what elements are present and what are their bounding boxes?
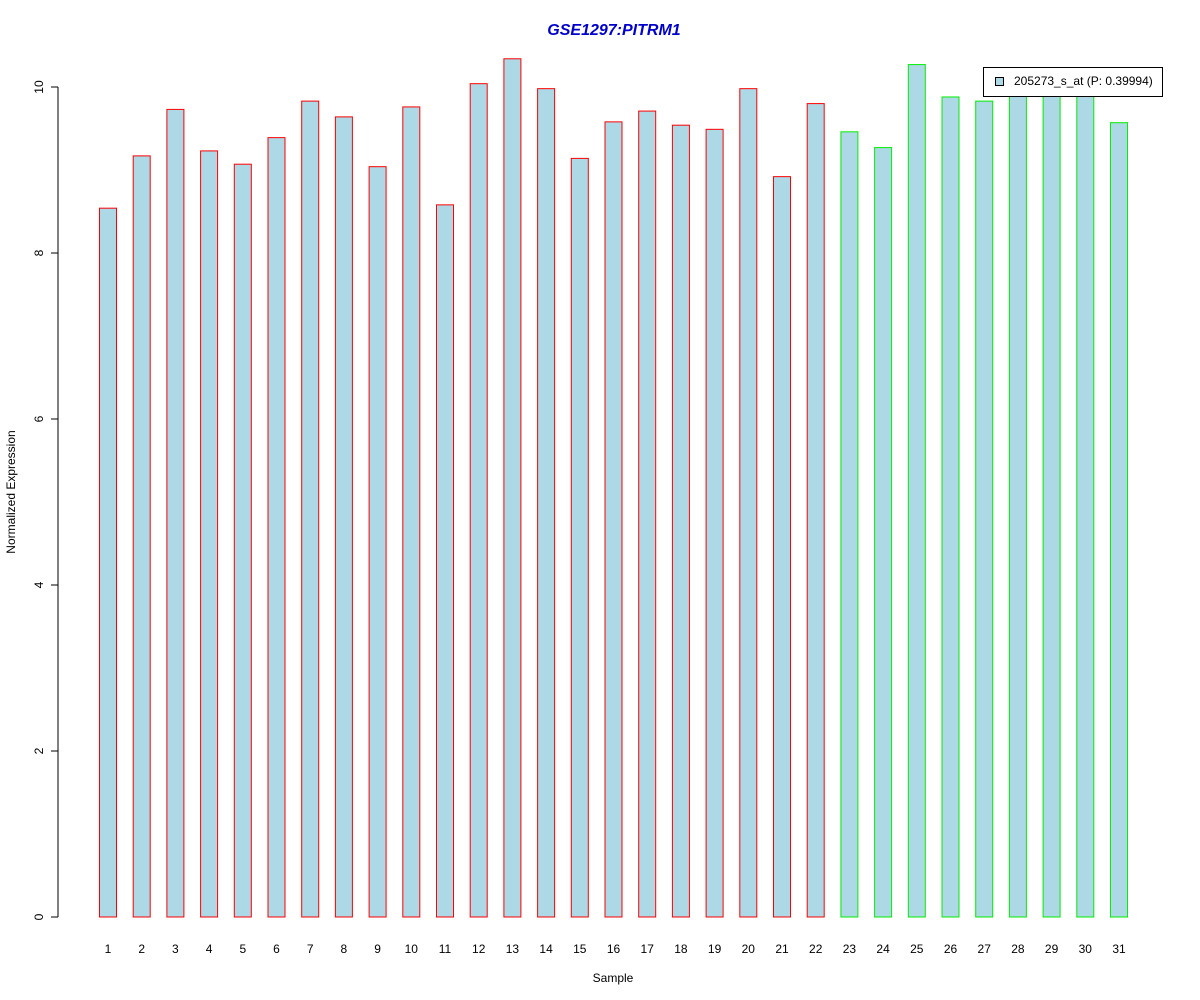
bar xyxy=(267,137,286,918)
y-tick-label: 6 xyxy=(32,415,46,422)
x-tick-label: 6 xyxy=(273,942,280,956)
bar xyxy=(469,83,488,918)
x-tick-label: 13 xyxy=(506,942,520,956)
y-tick-label: 2 xyxy=(32,747,46,754)
x-tick-label: 30 xyxy=(1079,942,1093,956)
bar xyxy=(334,116,353,918)
x-tick-label: 29 xyxy=(1045,942,1059,956)
x-tick-label: 7 xyxy=(307,942,314,956)
bar xyxy=(301,100,320,918)
x-tick-label: 18 xyxy=(674,942,688,956)
x-tick-label: 2 xyxy=(138,942,145,956)
bar xyxy=(773,176,791,918)
x-tick-label: 31 xyxy=(1112,942,1126,956)
x-tick-label: 11 xyxy=(439,942,452,956)
x-tick-label: 3 xyxy=(172,942,179,956)
bar xyxy=(233,163,252,918)
x-tick-label: 16 xyxy=(607,942,621,956)
bar xyxy=(570,157,589,918)
x-tick-label: 14 xyxy=(539,942,553,956)
bar xyxy=(436,204,454,918)
bar xyxy=(671,124,690,918)
x-tick-label: 25 xyxy=(910,942,924,956)
legend-swatch xyxy=(995,77,1004,86)
bar xyxy=(503,58,522,918)
x-tick-label: 26 xyxy=(944,942,958,956)
x-tick-label: 17 xyxy=(641,942,655,956)
x-tick-label: 12 xyxy=(472,942,486,956)
x-tick-label: 5 xyxy=(239,942,246,956)
bar xyxy=(806,103,825,918)
legend-box xyxy=(983,67,1163,97)
bar xyxy=(1042,92,1061,918)
y-tick-label: 10 xyxy=(32,80,46,94)
bar xyxy=(941,96,960,918)
x-tick-label: 21 xyxy=(775,942,789,956)
bar xyxy=(402,106,421,918)
x-tick-label: 10 xyxy=(405,942,419,956)
bar xyxy=(874,147,893,918)
bar xyxy=(975,100,994,918)
x-tick-label: 23 xyxy=(843,942,857,956)
bar xyxy=(1110,122,1128,918)
bar xyxy=(739,88,758,918)
bar xyxy=(368,166,387,918)
x-tick-label: 24 xyxy=(876,942,890,956)
x-axis-label: Sample xyxy=(593,971,634,985)
bar xyxy=(99,207,117,918)
x-tick-label: 28 xyxy=(1011,942,1025,956)
bar xyxy=(705,128,724,918)
bar xyxy=(840,131,859,918)
x-tick-label: 9 xyxy=(374,942,381,956)
bar xyxy=(132,155,151,918)
x-tick-label: 27 xyxy=(978,942,992,956)
y-tick-label: 8 xyxy=(32,249,46,256)
bar xyxy=(200,150,219,918)
bar xyxy=(1008,94,1027,918)
y-axis-label: Normalized Expression xyxy=(4,430,18,553)
bar xyxy=(638,110,657,918)
y-tick-label: 4 xyxy=(32,581,46,588)
x-tick-label: 22 xyxy=(809,942,823,956)
bar xyxy=(166,108,185,918)
x-tick-label: 1 xyxy=(105,942,112,956)
bar xyxy=(537,88,556,918)
bar xyxy=(1076,92,1095,918)
x-tick-label: 15 xyxy=(573,942,587,956)
x-tick-label: 8 xyxy=(341,942,348,956)
x-tick-label: 4 xyxy=(206,942,213,956)
x-tick-label: 20 xyxy=(742,942,756,956)
bar xyxy=(604,121,623,918)
x-tick-label: 19 xyxy=(708,942,722,956)
bar xyxy=(907,64,926,918)
chart-title: GSE1297:PITRM1 xyxy=(547,22,680,39)
legend-label: 205273_s_at (P: 0.39994) xyxy=(1014,74,1153,88)
y-tick-label: 0 xyxy=(32,913,46,920)
